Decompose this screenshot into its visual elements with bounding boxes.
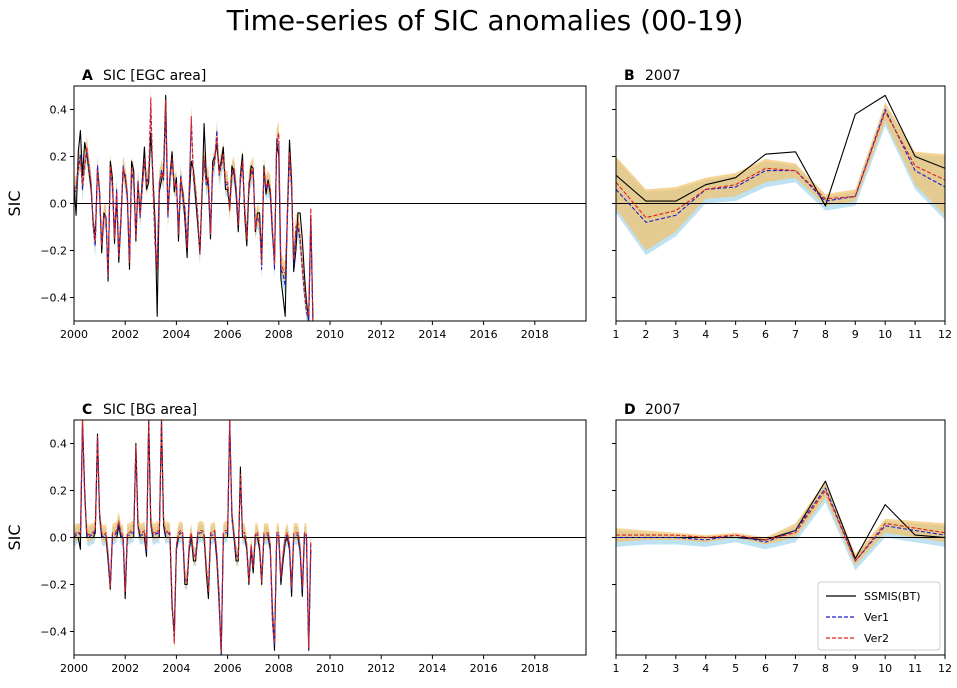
- ver2-line: [74, 420, 312, 654]
- legend-label-ssmis: SSMIS(BT): [864, 590, 921, 603]
- x-tick-label: 2002: [111, 328, 139, 341]
- x-tick-label: 10: [878, 328, 892, 341]
- panel-letter: B: [624, 68, 635, 84]
- x-tick-label: 6: [762, 662, 769, 675]
- x-tick-label: 2014: [418, 662, 446, 675]
- panel-title: SIC [BG area]: [103, 402, 197, 418]
- panel-title: 2007: [645, 402, 681, 418]
- x-tick-label: 2012: [367, 662, 395, 675]
- x-tick-label: 2000: [60, 328, 88, 341]
- plot-area: [616, 94, 945, 256]
- plot-area: [74, 86, 586, 321]
- y-axis-label: SIC: [5, 190, 24, 216]
- x-tick-label: 2008: [265, 328, 293, 341]
- y-tick-label: −0.4: [40, 292, 67, 305]
- x-tick-label: 3: [672, 328, 679, 341]
- x-tick-label: 1: [613, 328, 620, 341]
- x-tick-label: 2004: [162, 662, 190, 675]
- x-tick-label: 2002: [111, 662, 139, 675]
- x-tick-label: 2000: [60, 662, 88, 675]
- x-tick-label: 9: [852, 662, 859, 675]
- x-tick-label: 4: [702, 662, 709, 675]
- y-tick-label: 0.4: [50, 438, 68, 451]
- x-tick-label: 2012: [367, 328, 395, 341]
- x-tick-label: 8: [822, 662, 829, 675]
- y-tick-label: −0.4: [40, 626, 67, 639]
- ver2-uncertainty-band: [616, 481, 945, 566]
- plot-area: [616, 480, 945, 571]
- y-tick-label: −0.2: [40, 579, 67, 592]
- y-tick-label: −0.2: [40, 245, 67, 258]
- y-tick-label: 0.0: [50, 532, 68, 545]
- ver2-uncertainty-band: [616, 102, 945, 251]
- plot-area: [74, 420, 586, 655]
- x-tick-label: 2018: [521, 328, 549, 341]
- figure-title: Time-series of SIC anomalies (00-19): [226, 4, 744, 37]
- x-tick-label: 7: [792, 662, 799, 675]
- legend-label-ver1: Ver1: [864, 611, 889, 624]
- legend-label-ver2: Ver2: [864, 632, 889, 645]
- x-tick-label: 12: [938, 662, 952, 675]
- x-tick-label: 11: [908, 328, 922, 341]
- panel-c: 2000 2002 2004 2006 2008 2010 2012 2014 2016 2018…: [5, 402, 587, 675]
- y-tick-label: 0.2: [50, 485, 68, 498]
- x-tick-label: 7: [792, 328, 799, 341]
- x-tick-label: 1: [613, 662, 620, 675]
- panel-title: SIC [EGC area]: [103, 68, 206, 84]
- x-tick-label: 2014: [418, 328, 446, 341]
- x-tick-label: 2006: [214, 328, 242, 341]
- x-tick-label: 2: [642, 662, 649, 675]
- y-axis-label: SIC: [5, 524, 24, 550]
- panel-a: 2000 2002 2004 2006 2008 2010 2012 2014 2016 2018…: [5, 68, 587, 341]
- x-tick-label: 5: [732, 662, 739, 675]
- x-tick-label: 2004: [162, 328, 190, 341]
- x-tick-label: 2010: [316, 662, 344, 675]
- x-tick-label: 10: [878, 662, 892, 675]
- panel-letter: A: [82, 68, 93, 84]
- panel-d: 1 2 3 4 5 6 7 8 9 10 11 12D 2007: [612, 402, 952, 675]
- ver2-line: [616, 111, 945, 219]
- y-tick-label: 0.2: [50, 151, 68, 164]
- x-tick-label: 6: [762, 328, 769, 341]
- x-tick-label: 12: [938, 328, 952, 341]
- x-tick-label: 11: [908, 662, 922, 675]
- x-tick-label: 8: [822, 328, 829, 341]
- ssmis-line: [616, 94, 945, 207]
- ver1-line: [616, 487, 945, 562]
- panel-b: 1 2 3 4 5 6 7 8 9 10 11 12B 2007: [612, 68, 952, 341]
- x-tick-label: 2008: [265, 662, 293, 675]
- ver2-line: [616, 489, 945, 562]
- x-tick-label: 4: [702, 328, 709, 341]
- x-tick-label: 3: [672, 662, 679, 675]
- legend-box: [817, 581, 941, 651]
- y-tick-label: 0.4: [50, 104, 68, 117]
- x-tick-label: 9: [852, 328, 859, 341]
- x-tick-label: 2: [642, 328, 649, 341]
- panel-title: 2007: [645, 68, 681, 84]
- panel-letter: D: [624, 402, 636, 418]
- x-tick-label: 2016: [470, 662, 498, 675]
- x-tick-label: 2018: [521, 662, 549, 675]
- x-tick-label: 2016: [470, 328, 498, 341]
- x-tick-label: 5: [732, 328, 739, 341]
- x-tick-label: 2010: [316, 328, 344, 341]
- x-tick-label: 2006: [214, 662, 242, 675]
- panel-letter: C: [82, 402, 92, 418]
- legend: SSMIS(BT) Ver1 Ver2: [817, 581, 941, 651]
- y-tick-label: 0.0: [50, 198, 68, 211]
- panels: 2000 2002 2004 2006 2008 2010 2012 2014 2016 2018…: [5, 68, 952, 675]
